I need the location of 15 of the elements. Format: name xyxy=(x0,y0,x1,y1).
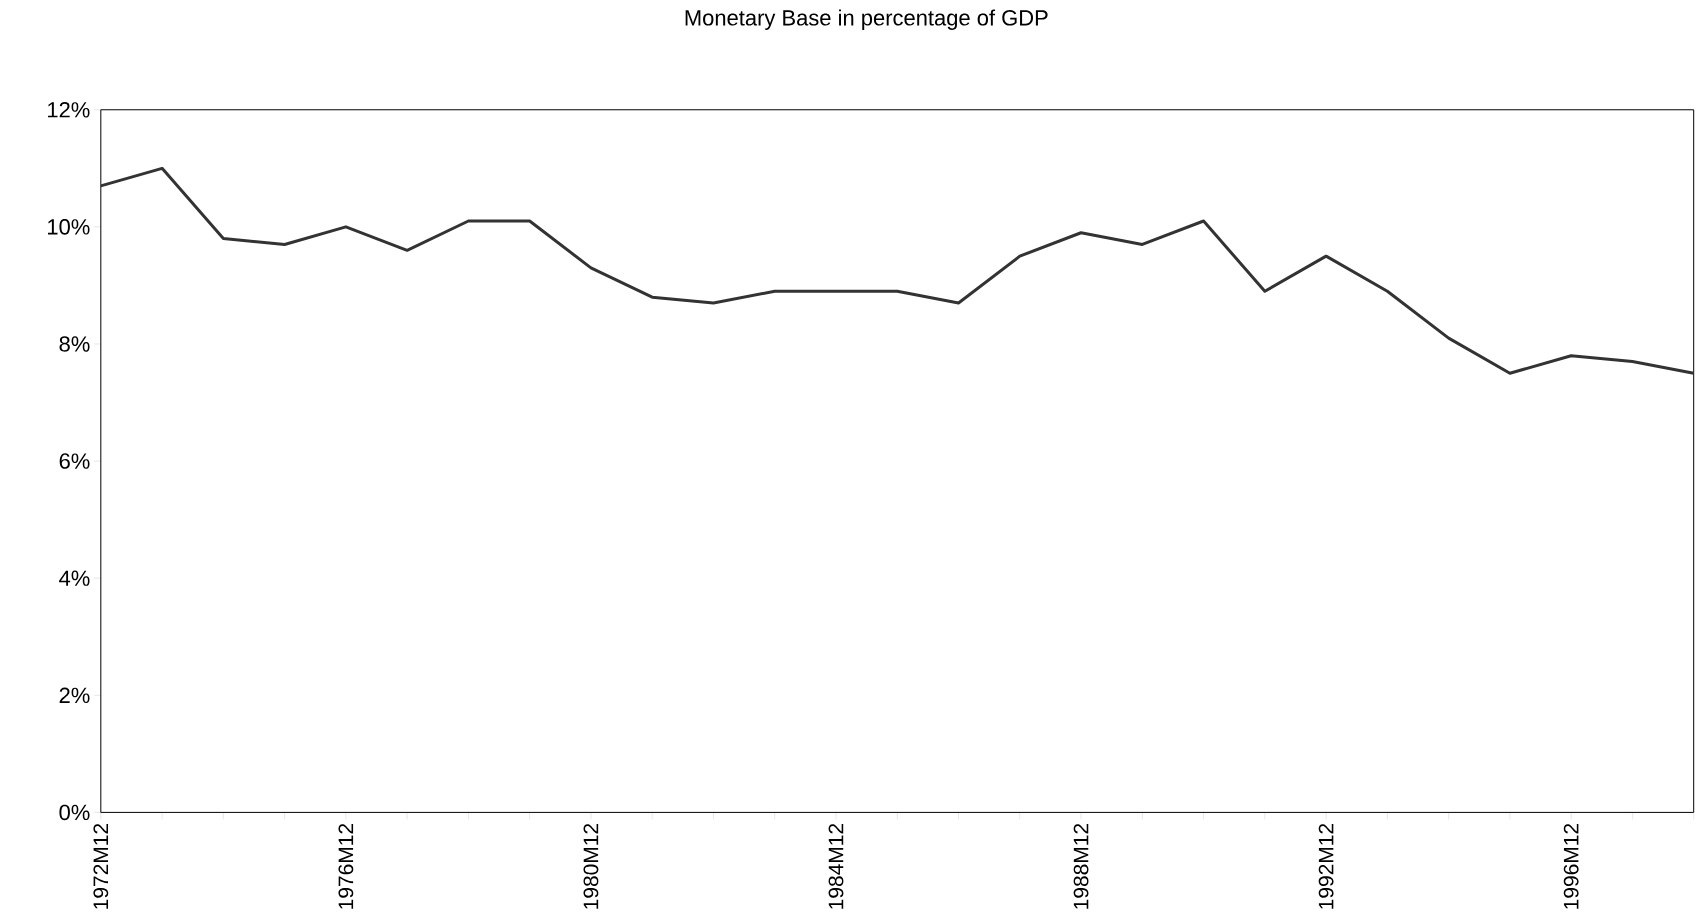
y-tick-label: 8% xyxy=(59,336,90,352)
x-tick-label: 1980M12 xyxy=(583,823,599,909)
chart-title: Monetary Base in percentage of GDP xyxy=(685,9,1048,30)
y-tick-label: 12% xyxy=(48,101,90,118)
x-tick-label: 1984M12 xyxy=(828,823,844,909)
x-tick-label: 1976M12 xyxy=(338,823,354,909)
y-tick-label: 10% xyxy=(48,219,90,235)
x-tick-label: 1988M12 xyxy=(1073,823,1089,909)
y-tick-label: 2% xyxy=(59,687,90,703)
y-tick-label: 4% xyxy=(59,570,90,586)
y-tick-label: 6% xyxy=(59,453,90,469)
x-tick-label: 1992M12 xyxy=(1318,823,1334,909)
x-tick-label: 1972M12 xyxy=(93,823,109,909)
y-tick-label: 0% xyxy=(59,804,90,821)
x-tick-label: 1996M12 xyxy=(1563,823,1579,909)
